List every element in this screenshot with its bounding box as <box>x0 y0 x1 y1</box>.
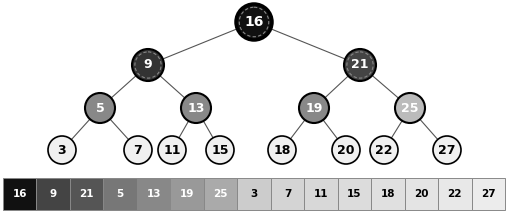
Circle shape <box>85 93 115 123</box>
Text: 3: 3 <box>58 143 67 157</box>
Text: 19: 19 <box>180 189 194 199</box>
Text: 13: 13 <box>187 102 205 114</box>
Text: 15: 15 <box>211 143 229 157</box>
Circle shape <box>158 136 186 164</box>
Text: 27: 27 <box>481 189 496 199</box>
Bar <box>204 178 237 210</box>
Bar <box>137 178 170 210</box>
Circle shape <box>395 93 425 123</box>
Circle shape <box>132 49 164 81</box>
Text: 27: 27 <box>438 143 456 157</box>
Circle shape <box>206 136 234 164</box>
Circle shape <box>48 136 76 164</box>
Circle shape <box>433 136 461 164</box>
Text: 19: 19 <box>305 102 323 114</box>
Text: 5: 5 <box>116 189 124 199</box>
Bar <box>170 178 204 210</box>
Text: 20: 20 <box>414 189 429 199</box>
Bar <box>37 178 70 210</box>
Circle shape <box>268 136 296 164</box>
Text: 11: 11 <box>313 189 328 199</box>
Text: 3: 3 <box>250 189 258 199</box>
Text: 21: 21 <box>79 189 94 199</box>
Bar <box>404 178 438 210</box>
Bar <box>271 178 304 210</box>
Circle shape <box>370 136 398 164</box>
Text: 11: 11 <box>163 143 181 157</box>
Text: 18: 18 <box>380 189 395 199</box>
Text: 20: 20 <box>337 143 355 157</box>
Text: 7: 7 <box>134 143 142 157</box>
Bar <box>371 178 404 210</box>
Text: 16: 16 <box>13 189 27 199</box>
Text: 16: 16 <box>244 15 264 29</box>
Bar <box>237 178 271 210</box>
Bar <box>70 178 104 210</box>
Circle shape <box>124 136 152 164</box>
Text: 25: 25 <box>213 189 228 199</box>
Circle shape <box>181 93 211 123</box>
Bar <box>3 178 37 210</box>
Text: 25: 25 <box>401 102 419 114</box>
Text: 9: 9 <box>144 59 152 71</box>
Circle shape <box>236 4 272 40</box>
Bar <box>471 178 505 210</box>
Text: 9: 9 <box>50 189 57 199</box>
Text: 15: 15 <box>347 189 362 199</box>
Bar <box>304 178 338 210</box>
Text: 22: 22 <box>375 143 393 157</box>
Text: 13: 13 <box>146 189 161 199</box>
Bar <box>338 178 371 210</box>
Text: 18: 18 <box>273 143 291 157</box>
Circle shape <box>344 49 376 81</box>
Bar <box>104 178 137 210</box>
Text: 22: 22 <box>448 189 462 199</box>
Circle shape <box>332 136 360 164</box>
Text: 5: 5 <box>96 102 104 114</box>
Text: 7: 7 <box>284 189 291 199</box>
Circle shape <box>299 93 329 123</box>
Bar <box>438 178 471 210</box>
Text: 21: 21 <box>351 59 369 71</box>
